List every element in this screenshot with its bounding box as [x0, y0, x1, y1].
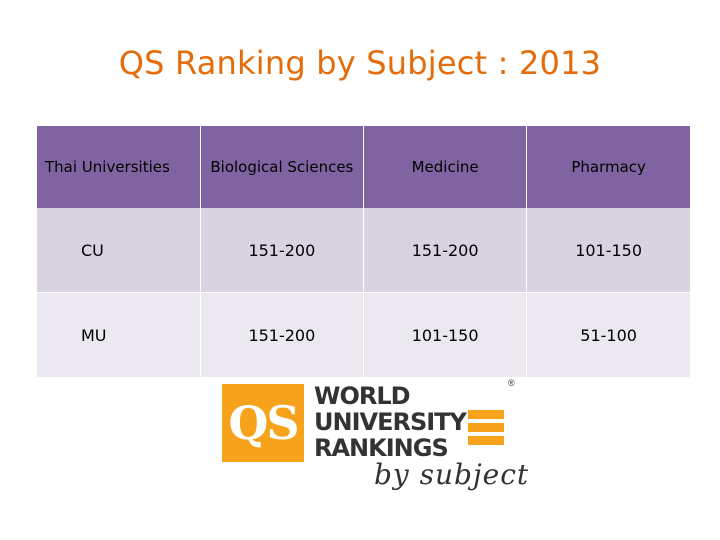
- biological-sciences-cell: 151-200: [200, 292, 365, 377]
- logo-tagline-by-subject: by subject: [374, 458, 530, 491]
- pharmacy-cell: 101-150: [526, 208, 690, 293]
- header-thai-universities: Thai Universities: [37, 126, 201, 208]
- university-cell: MU: [37, 292, 201, 377]
- logo-orange-bars: [468, 410, 504, 460]
- slide-title: QS Ranking by Subject : 2013: [118, 44, 602, 82]
- table-row: CU 151-200 151-200 101-150: [37, 208, 690, 293]
- qs-world-university-rankings-logo: QS WORLD UNIVERSITY RANKINGS ® by subjec…: [222, 378, 528, 505]
- header-biological-sciences: Biological Sciences: [200, 126, 365, 208]
- qs-logo-box: [222, 384, 304, 462]
- logo-text-university: UNIVERSITY: [314, 408, 467, 436]
- medicine-cell: 151-200: [363, 208, 528, 293]
- header-medicine: Medicine: [363, 126, 528, 208]
- qs-logo-mark: QS: [228, 396, 299, 450]
- registered-mark: ®: [508, 378, 515, 388]
- logo-text-world: WORLD: [314, 382, 411, 410]
- logo-text-rankings: RANKINGS: [314, 434, 449, 462]
- pharmacy-cell: 51-100: [526, 292, 690, 377]
- university-cell: CU: [37, 208, 201, 293]
- table-row: MU 151-200 101-150 51-100: [37, 292, 690, 377]
- biological-sciences-cell: 151-200: [200, 208, 365, 293]
- header-pharmacy: Pharmacy: [526, 126, 690, 208]
- ranking-table: Thai Universities Biological Sciences Me…: [37, 126, 690, 377]
- table-header-row: Thai Universities Biological Sciences Me…: [37, 126, 690, 208]
- medicine-cell: 101-150: [363, 292, 528, 377]
